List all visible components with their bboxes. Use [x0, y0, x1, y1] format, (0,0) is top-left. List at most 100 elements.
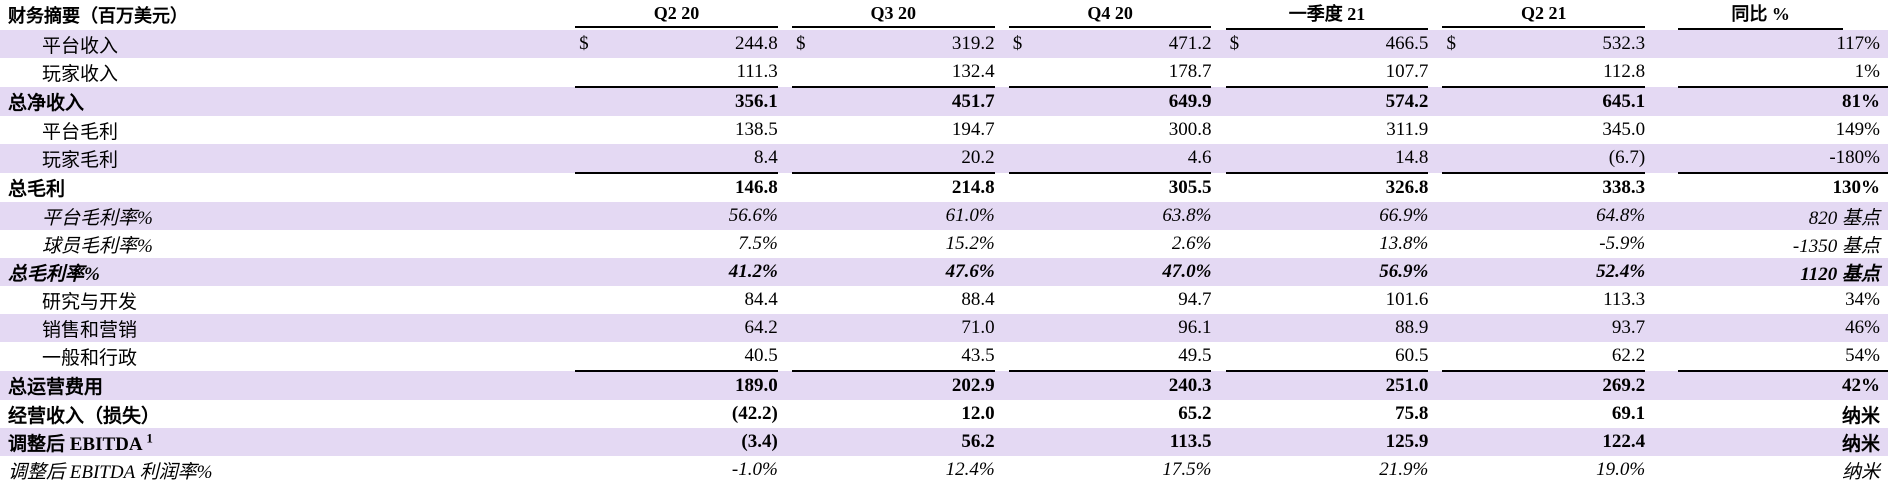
currency-symbol	[575, 314, 597, 342]
column-header-q3-20: Q3 20	[791, 0, 995, 30]
row-label: 总净收入	[0, 87, 576, 116]
value-cell: 96.1	[1029, 314, 1212, 342]
value-cell: 125.9	[1246, 428, 1429, 456]
table-row: 球员毛利率% 7.5% 15.2% 2.6% 13.8% -5.9% -1350 基点	[0, 230, 1888, 258]
value-cell: 40.5	[744, 345, 778, 366]
currency-symbol	[1009, 400, 1030, 428]
currency-symbol	[1008, 258, 1030, 286]
row-label: 平台收入	[0, 30, 576, 58]
currency-symbol	[1008, 314, 1030, 342]
currency-symbol	[1009, 286, 1030, 314]
value-cell: 41.2%	[596, 258, 778, 286]
yoy-cell: 820 基点	[1678, 202, 1888, 230]
yoy-cell: 130%	[1678, 172, 1888, 202]
yoy-cell: 1%	[1854, 61, 1880, 82]
table-row: 经营收入（损失） (42.2) 12.0 65.2 75.8 69.1 纳米	[0, 400, 1888, 428]
value-cell: 101.6	[1385, 289, 1429, 310]
yoy-cell: 149%	[1835, 119, 1880, 140]
value-cell: 111.3	[736, 61, 778, 82]
currency-symbol	[1009, 456, 1030, 484]
value-cell: 17.5%	[1162, 459, 1212, 480]
value-cell: 56.6%	[596, 202, 778, 230]
currency-symbol	[1442, 58, 1463, 87]
value-cell: 240.3	[1029, 370, 1212, 400]
row-label: 调整后 EBITDA 利润率%	[8, 461, 213, 483]
value-cell: 75.8	[1395, 403, 1429, 424]
value-cell: -5.9%	[1599, 233, 1646, 254]
value-cell: 178.7	[1168, 61, 1212, 82]
value-cell: 451.7	[813, 86, 995, 116]
value-cell: 269.2	[1463, 370, 1646, 400]
value-cell: 112.8	[1603, 61, 1646, 82]
currency-symbol	[575, 370, 597, 400]
currency-symbol: $	[1008, 30, 1030, 58]
currency-symbol	[792, 456, 813, 484]
row-label: 总运营费用	[0, 371, 576, 400]
value-cell: 88.9	[1246, 314, 1429, 342]
currency-symbol: $	[1225, 30, 1247, 58]
currency-symbol	[575, 428, 597, 456]
currency-symbol	[1442, 86, 1464, 116]
value-cell: 56.9%	[1246, 258, 1429, 286]
yoy-cell: 46%	[1678, 314, 1888, 342]
currency-symbol	[1009, 116, 1030, 144]
currency-symbol	[575, 86, 597, 116]
value-cell: 47.0%	[1029, 258, 1212, 286]
value-cell: 107.7	[1385, 61, 1429, 82]
value-cell: 532.3	[1463, 30, 1646, 58]
yoy-cell: 117%	[1678, 30, 1888, 58]
table-row: 平台毛利 138.5 194.7 300.8 311.9 345.0 149%	[0, 116, 1888, 144]
column-header-q2-20: Q2 20	[575, 0, 778, 30]
currency-symbol	[1442, 172, 1464, 202]
currency-symbol	[1442, 144, 1464, 173]
row-label: 一般和行政	[42, 348, 138, 369]
currency-symbol	[1009, 342, 1030, 371]
currency-symbol	[1008, 202, 1030, 230]
value-cell: 69.1	[1611, 403, 1646, 424]
column-header-yoy: 同比 %	[1678, 0, 1844, 30]
currency-symbol	[1442, 370, 1464, 400]
row-label: 研究与开发	[42, 291, 138, 313]
table-row: 研究与开发 84.4 88.4 94.7 101.6 113.3 34%	[0, 286, 1888, 314]
value-cell: 13.8%	[1379, 233, 1429, 254]
currency-symbol	[792, 58, 813, 87]
footnote-marker: 1	[146, 430, 153, 446]
currency-symbol	[1442, 258, 1464, 286]
row-label: 平台毛利率%	[0, 202, 576, 230]
currency-symbol	[1008, 144, 1030, 173]
value-cell: 311.9	[1386, 119, 1429, 140]
value-cell: 61.0%	[813, 202, 995, 230]
currency-symbol	[1442, 286, 1463, 314]
value-cell: 56.2	[813, 428, 995, 456]
value-cell: 8.4	[596, 144, 778, 173]
value-cell: 356.1	[596, 86, 778, 116]
value-cell: 88.4	[961, 289, 995, 310]
value-cell: 113.3	[1603, 289, 1646, 310]
currency-symbol	[575, 258, 597, 286]
value-cell: (42.2)	[731, 403, 778, 424]
table-row: 销售和营销 64.2 71.0 96.1 88.9 93.7 46%	[0, 314, 1888, 342]
value-cell: 49.5	[1178, 345, 1212, 366]
yoy-cell: 纳米	[1841, 461, 1880, 483]
currency-symbol: $	[1442, 30, 1464, 58]
currency-symbol	[1442, 116, 1463, 144]
column-header-q4-20: Q4 20	[1008, 0, 1212, 30]
column-header-q2-21: Q2 21	[1442, 0, 1646, 30]
row-label: 总毛利率%	[0, 258, 576, 286]
value-cell: 43.5	[961, 345, 995, 366]
table-row: 调整后 EBITDA 利润率% -1.0% 12.4% 17.5% 21.9% 19.0%…	[0, 456, 1888, 484]
value-cell: 63.8%	[1029, 202, 1212, 230]
currency-symbol	[792, 286, 813, 314]
currency-symbol	[575, 202, 597, 230]
currency-symbol	[1008, 428, 1030, 456]
value-cell: 93.7	[1463, 314, 1646, 342]
row-label: 调整后 EBITDA 1	[0, 428, 576, 456]
currency-symbol	[792, 116, 813, 144]
value-cell: 146.8	[596, 172, 778, 202]
table-row: 调整后 EBITDA 1 (3.4) 56.2 113.5 125.9 122.4 纳米	[0, 428, 1888, 456]
value-cell: 15.2%	[945, 233, 995, 254]
value-cell: 64.2	[596, 314, 778, 342]
currency-symbol	[1226, 230, 1247, 258]
currency-symbol	[791, 370, 814, 400]
currency-symbol	[1442, 400, 1463, 428]
